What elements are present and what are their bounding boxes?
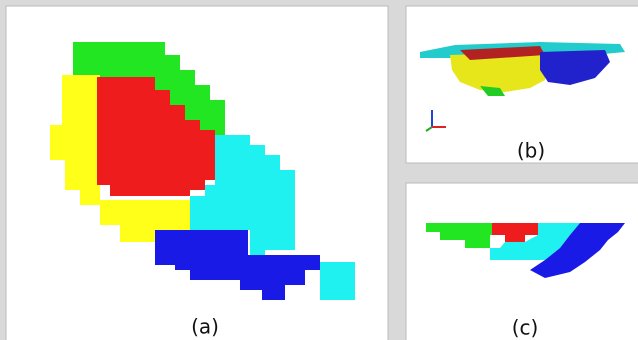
panel-a: (a)	[6, 6, 388, 340]
panel-label: (a)	[191, 315, 219, 339]
panel-label: (c)	[512, 316, 539, 340]
panel-label: (b)	[517, 139, 545, 163]
figure: (a) (b) (c)	[0, 0, 638, 340]
cyan-block	[320, 262, 355, 300]
panel-b: (b)	[406, 6, 638, 163]
panel-c: (c)	[406, 183, 638, 340]
